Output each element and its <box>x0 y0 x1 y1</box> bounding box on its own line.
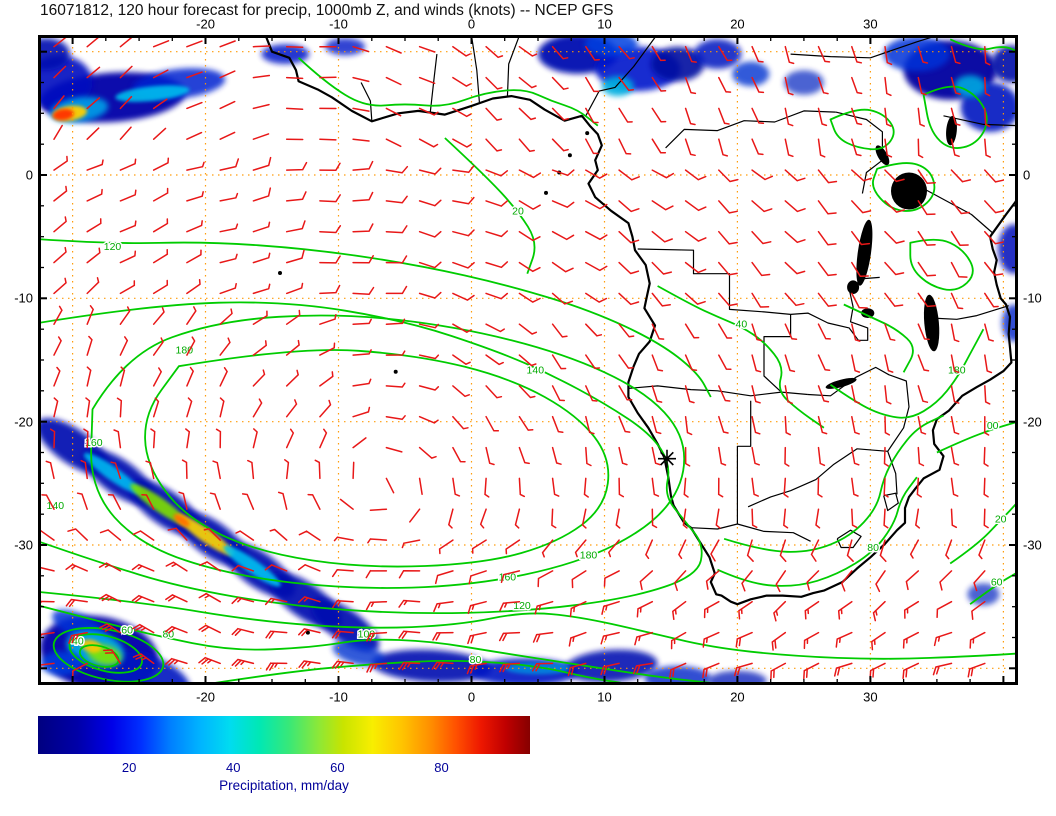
height-contour-layer <box>38 38 1018 685</box>
plot-title: 16071812, 120 hour forecast for precip, … <box>40 2 614 19</box>
contour-label: 180 <box>176 345 194 357</box>
contour-label: 20 <box>512 205 524 217</box>
contour-label: 80 <box>867 542 879 554</box>
height-contour <box>38 238 712 398</box>
height-contour <box>90 314 686 589</box>
lon-tick-label-bottom: 30 <box>863 689 878 705</box>
contour-label: 100 <box>358 628 376 640</box>
lat-tick-label-right: 0 <box>1023 167 1031 183</box>
height-contour <box>723 414 944 553</box>
height-contour <box>717 476 918 587</box>
island-dot <box>278 271 282 275</box>
lon-tick-label-bottom: 10 <box>597 689 612 705</box>
colorbar-tick-label: 80 <box>434 760 449 775</box>
height-contour <box>297 57 599 127</box>
height-contour <box>38 301 703 615</box>
height-contour <box>829 108 895 151</box>
contour-label: 160 <box>85 437 103 449</box>
lon-tick-label-bottom: -20 <box>196 689 215 705</box>
colorbar-label: Precipitation, mm/day <box>219 778 349 793</box>
colorbar-tick-label: 20 <box>121 760 137 775</box>
island-dot <box>585 131 590 136</box>
contour-label: 120 <box>104 241 122 253</box>
lon-tick-label-bottom: 0 <box>467 689 476 705</box>
lon-tick-label-top: 20 <box>730 16 745 32</box>
height-contour <box>949 501 1018 565</box>
height-contour-labels: 1801801601601401401201201008080604020802… <box>45 204 1008 668</box>
height-contour <box>144 349 610 568</box>
height-contour <box>936 420 1018 454</box>
island-dot <box>393 369 398 374</box>
lon-tick-label-top: -10 <box>329 16 348 32</box>
height-contour <box>872 162 936 212</box>
contour-label: 00 <box>987 420 999 432</box>
precip-colorbar <box>38 716 530 754</box>
lat-tick-label-left: 0 <box>25 167 33 183</box>
height-contour <box>205 659 632 685</box>
lake <box>891 172 927 210</box>
lon-tick-label-top: -20 <box>196 16 215 32</box>
contour-label: 40 <box>736 319 748 331</box>
height-contour <box>829 328 985 419</box>
wind-barbs <box>38 35 1005 680</box>
colorbar-tick-label: 60 <box>330 760 345 775</box>
plot-frame <box>38 35 1018 685</box>
lat-tick-label-right: -20 <box>1023 414 1042 430</box>
colorbar-tick-label: 40 <box>226 760 241 775</box>
wind-barb-layer <box>38 35 1005 680</box>
lon-tick-label-top: 30 <box>863 16 878 32</box>
height-contour <box>52 627 165 683</box>
star-marker <box>658 449 676 468</box>
contour-label: 180 <box>948 364 966 376</box>
height-contour <box>922 85 988 149</box>
lat-tick-label-left: -10 <box>14 290 33 306</box>
lat-tick-label-right: -30 <box>1023 537 1042 553</box>
lon-tick-label-top: 10 <box>597 16 612 32</box>
country-borders <box>360 35 1018 549</box>
lake <box>946 115 957 146</box>
island-dot <box>305 630 310 635</box>
height-contour <box>949 38 1018 53</box>
contour-label: 180 <box>580 549 598 561</box>
lat-tick-label-right: -10 <box>1023 290 1042 306</box>
contour-label: 60 <box>121 625 133 637</box>
lat-tick-label-left: -30 <box>14 537 33 553</box>
lake <box>856 219 873 286</box>
island-dot <box>567 153 572 158</box>
forecast-map: 1801801601601401401201201008080604020802… <box>38 35 1018 685</box>
lon-tick-label-bottom: -10 <box>329 689 348 705</box>
lon-tick-label-top: 0 <box>467 16 476 32</box>
colorbar-gradient <box>38 716 530 754</box>
height-contour <box>657 285 825 429</box>
contour-label: 60 <box>991 577 1003 589</box>
height-contour <box>444 137 536 274</box>
height-contour <box>38 591 1018 660</box>
height-contour <box>969 571 1018 605</box>
height-contour <box>68 633 143 674</box>
graticule-layer <box>38 35 1018 685</box>
lon-tick-label-bottom: 20 <box>730 689 745 705</box>
island-dot <box>544 190 548 195</box>
lake <box>861 308 875 318</box>
lake <box>923 294 940 352</box>
contour-label: 20 <box>995 514 1007 526</box>
contour-label: 140 <box>527 364 545 376</box>
height-contour <box>909 238 974 291</box>
contour-label: 120 <box>513 600 531 612</box>
contour-label: 140 <box>47 500 65 512</box>
height-contour <box>843 303 914 373</box>
lat-tick-label-left: -20 <box>14 414 33 430</box>
